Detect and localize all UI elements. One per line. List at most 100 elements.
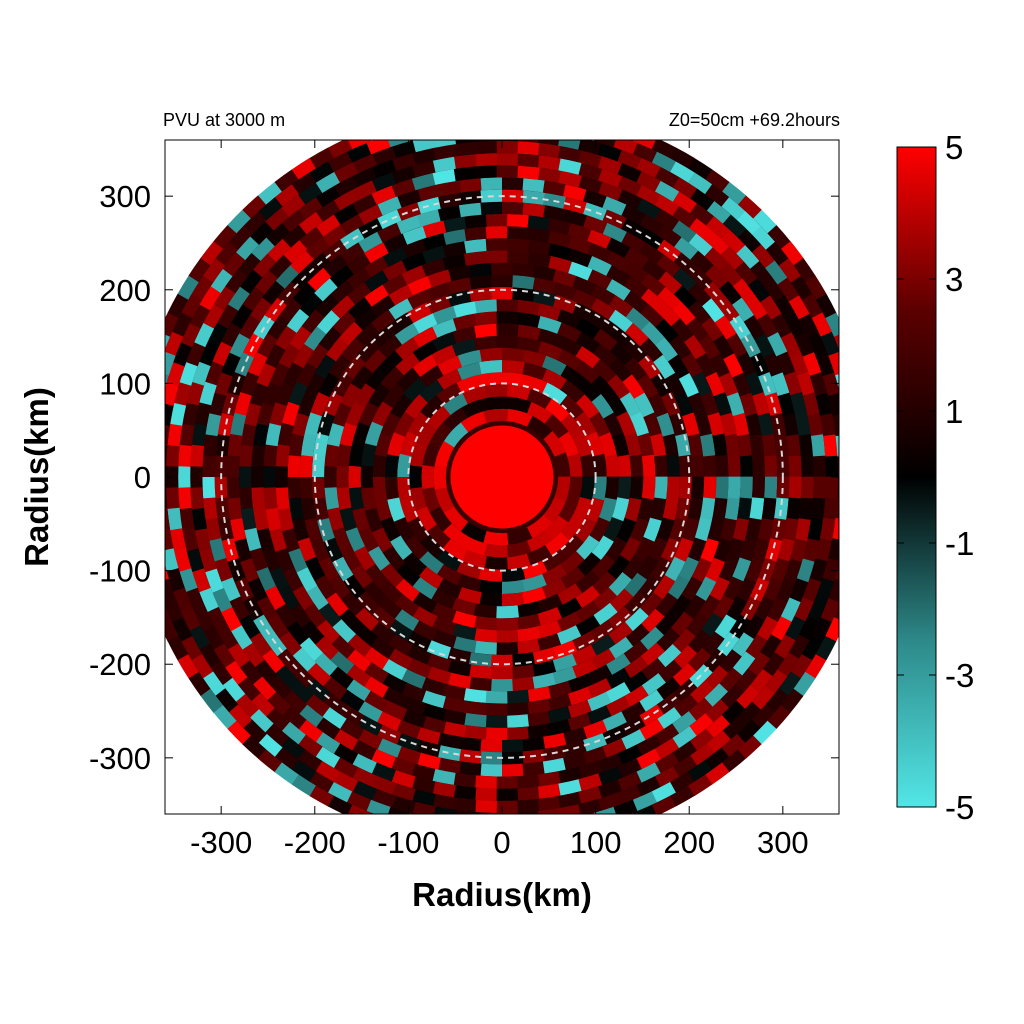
pv-cell	[182, 528, 199, 552]
pv-cell	[622, 554, 645, 580]
pv-cell	[416, 209, 441, 227]
pv-cell	[341, 592, 365, 617]
pv-cell	[283, 690, 308, 715]
pv-cell	[144, 413, 159, 436]
pv-cell	[484, 384, 508, 398]
pv-cell	[306, 343, 329, 369]
pv-cell	[371, 159, 397, 179]
pv-cell	[267, 614, 290, 640]
pv-cell	[640, 642, 666, 666]
pv-cell	[667, 354, 690, 379]
pv-cell	[517, 141, 540, 156]
pv-cell	[636, 734, 662, 756]
pv-cell	[347, 634, 373, 658]
pv-cell	[517, 798, 540, 813]
pv-cell	[636, 184, 661, 206]
pv-cell	[848, 434, 862, 457]
pv-cell	[318, 372, 340, 398]
pv-cell	[165, 507, 170, 530]
pv-cell	[443, 721, 467, 738]
pv-cell	[541, 382, 568, 405]
pv-cell	[203, 671, 226, 696]
pv-cell	[231, 625, 253, 650]
pv-cell	[558, 158, 582, 175]
pv-cell	[178, 444, 192, 468]
pv-cell	[798, 497, 813, 520]
pv-cell	[807, 332, 828, 357]
pv-cell	[625, 607, 650, 632]
pv-cell	[402, 696, 427, 716]
pv-cell	[464, 713, 487, 728]
pv-cell	[688, 647, 712, 672]
pv-cell	[443, 216, 467, 233]
pv-cell	[506, 238, 530, 252]
y-tick-label: 100	[99, 366, 151, 401]
pv-cell	[512, 664, 536, 679]
pv-cell	[753, 720, 777, 745]
pv-cell	[682, 412, 700, 437]
pv-cell	[451, 338, 477, 357]
pv-cell	[395, 594, 420, 617]
pv-cell	[650, 497, 667, 521]
pv-cell	[304, 373, 326, 398]
pv-cell	[602, 209, 627, 229]
pv-cell	[640, 626, 665, 651]
pv-cell	[575, 569, 601, 594]
pv-cell	[432, 769, 457, 785]
pv-cell	[282, 224, 307, 248]
dashed-circles	[220, 195, 784, 759]
pv-cell	[544, 413, 569, 439]
pv-cell	[382, 546, 406, 572]
pv-cell	[624, 655, 649, 679]
pv-cell	[334, 771, 359, 792]
pv-cell	[392, 783, 417, 801]
pv-cell	[517, 153, 540, 168]
pv-cell	[737, 433, 752, 457]
pv-cell	[526, 388, 552, 409]
pv-cell	[557, 583, 583, 605]
pv-cell	[572, 289, 597, 310]
pv-cell	[781, 688, 804, 713]
pv-cell	[453, 142, 477, 157]
colorbar-tick-label: 3	[945, 261, 963, 298]
pv-cell	[654, 180, 680, 202]
pv-cell	[378, 596, 403, 620]
pv-cell	[299, 637, 324, 662]
pv-cell	[637, 555, 659, 580]
pv-cell	[605, 264, 631, 287]
pv-cell	[789, 351, 809, 376]
pv-cell	[617, 771, 642, 791]
pv-cell	[749, 497, 765, 520]
pv-cell	[658, 659, 683, 683]
pv-cell	[502, 592, 525, 607]
pv-cell	[452, 610, 477, 628]
pv-cell	[242, 735, 267, 759]
pv-cell	[575, 600, 601, 623]
pv-cell	[704, 264, 729, 289]
pv-cell	[745, 557, 764, 583]
pv-cell	[282, 528, 300, 553]
pv-cell	[602, 222, 627, 243]
pv-cell	[242, 642, 265, 668]
pv-cell	[458, 736, 482, 752]
pv-cell	[496, 776, 519, 789]
pv-cell	[580, 476, 595, 500]
pv-cell	[554, 451, 571, 477]
pv-cell	[840, 392, 856, 416]
pv-cell	[384, 454, 400, 478]
pv-cell	[339, 422, 357, 447]
pv-cell	[409, 140, 415, 142]
pv-cell	[705, 215, 730, 240]
pv-cell	[621, 231, 646, 253]
pv-cell	[421, 245, 446, 264]
pv-cell	[793, 257, 816, 283]
pv-cell	[507, 553, 532, 570]
pv-cell	[332, 527, 352, 552]
pv-cell	[567, 261, 593, 281]
pv-cell	[672, 740, 698, 763]
pv-cell	[762, 277, 785, 302]
pv-cell	[336, 465, 349, 489]
pv-cell	[222, 677, 246, 703]
pv-cell	[694, 517, 713, 542]
